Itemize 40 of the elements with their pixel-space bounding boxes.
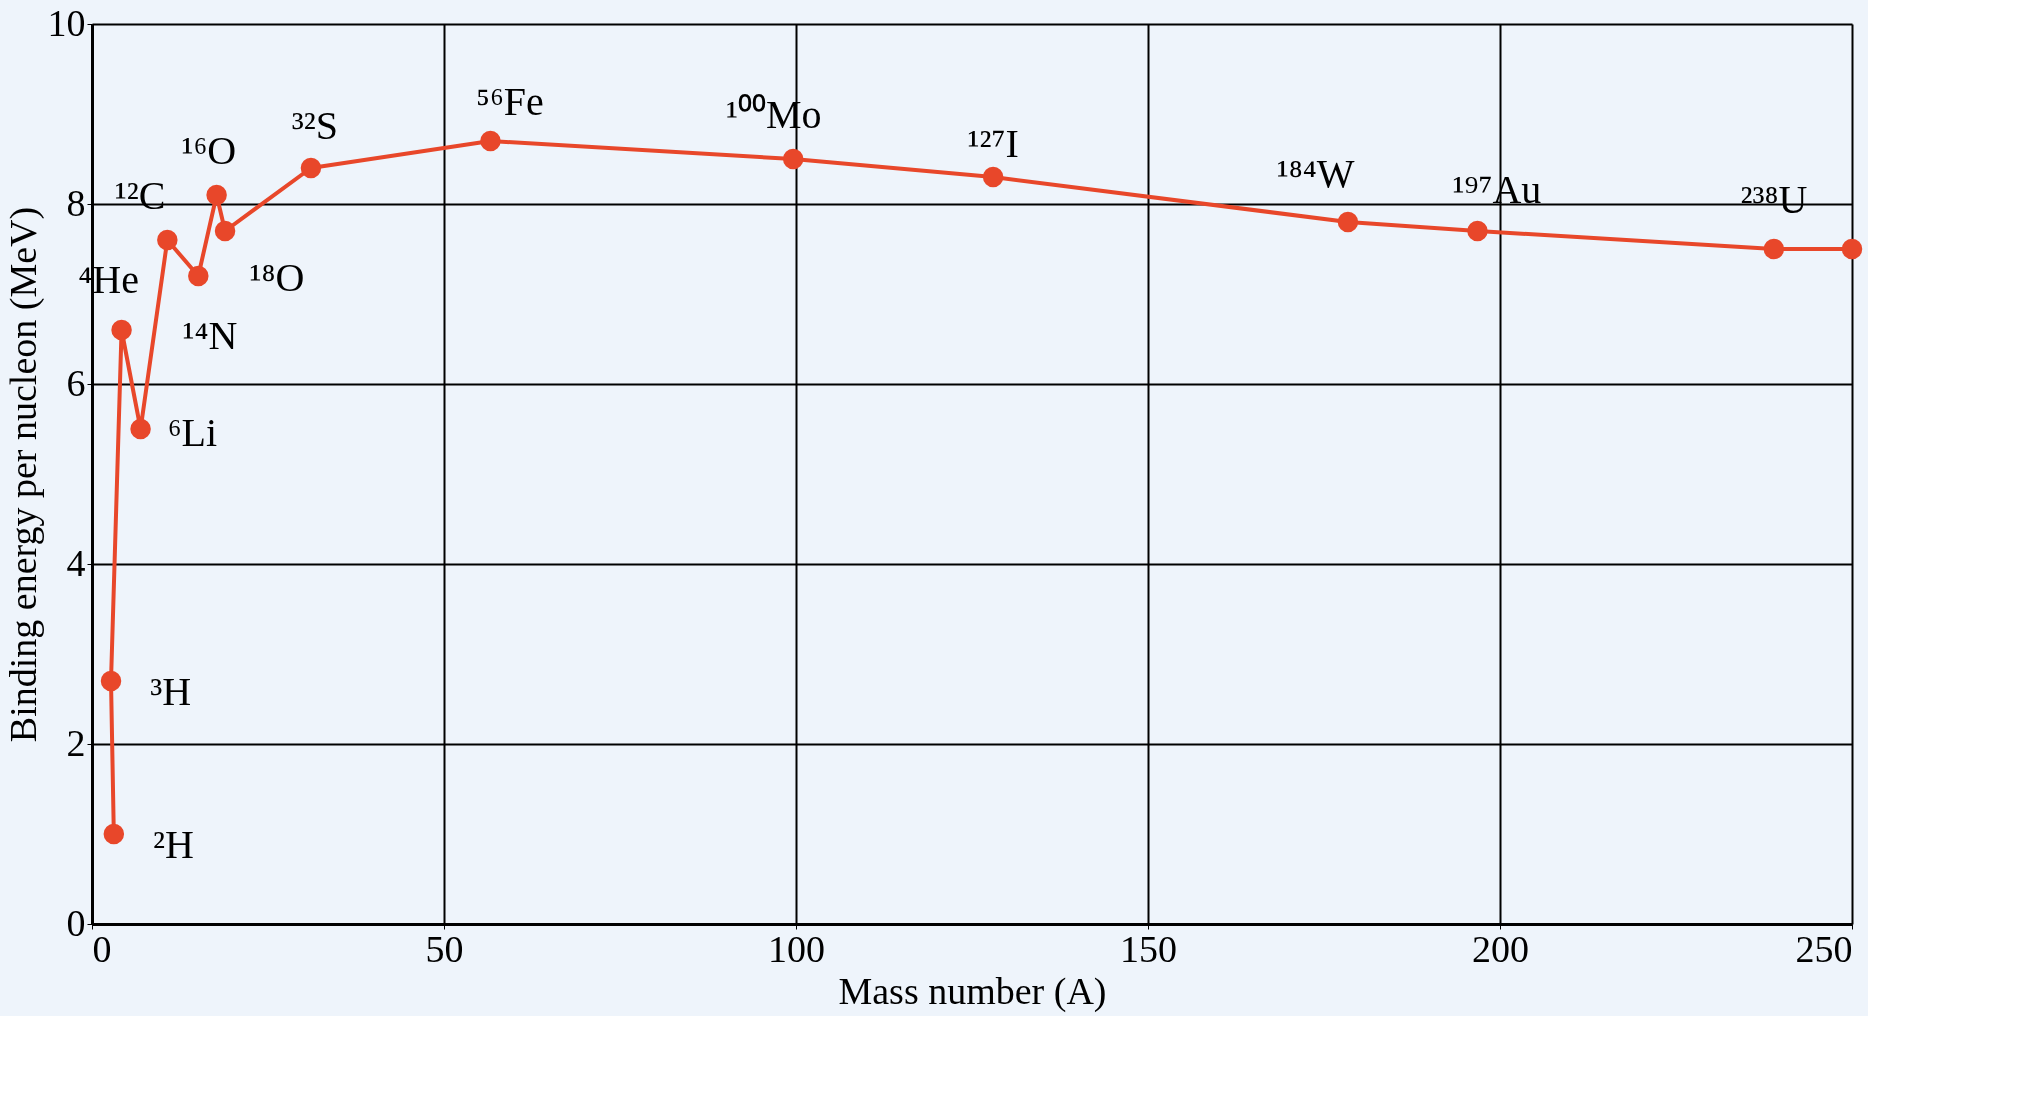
point	[188, 265, 209, 287]
y-tick-label: 2	[66, 721, 86, 764]
point	[103, 823, 125, 845]
annotation: ³²S	[291, 102, 338, 148]
annotation: ¹⁸O	[249, 254, 305, 300]
point	[157, 229, 178, 251]
x-tick-label: 250	[1795, 927, 1853, 970]
y-tick-label: 10	[47, 1, 86, 44]
y-tick-label: 6	[66, 361, 86, 404]
x-tick-label: 200	[1472, 927, 1529, 970]
point	[782, 148, 804, 170]
annotation: ¹⁶O	[181, 128, 237, 174]
point	[111, 319, 132, 341]
x-tick-label: 50	[425, 927, 464, 970]
point	[1841, 238, 1863, 260]
annotation: ¹⁸⁴W	[1276, 151, 1355, 197]
point	[480, 130, 501, 152]
point	[300, 157, 322, 179]
annotation: ⁵⁶Fe	[475, 79, 544, 125]
x-axis-title: Mass number (A)	[838, 969, 1107, 1013]
point	[214, 220, 236, 242]
point	[1337, 211, 1359, 233]
annotation: ²H	[152, 821, 194, 867]
point	[206, 184, 227, 206]
point	[1763, 238, 1785, 260]
x-tick-label: 0	[92, 927, 112, 970]
y-axis-title: Binding energy per nucleon (MeV)	[1, 206, 45, 743]
x-tick-label: 100	[768, 927, 825, 970]
point	[130, 418, 151, 440]
annotation: ¹⁴N	[182, 312, 238, 358]
point	[982, 166, 1004, 188]
point	[1467, 220, 1488, 242]
y-tick-label: 4	[66, 541, 86, 584]
annotation: ³H	[150, 668, 192, 714]
y-tick-label: 0	[66, 901, 86, 944]
y-tick-label: 8	[66, 181, 86, 224]
x-tick-label: 150	[1120, 927, 1177, 970]
point	[100, 670, 122, 692]
annotation: ⁶Li	[167, 410, 218, 456]
annotation: ¹²⁷I	[967, 120, 1019, 166]
